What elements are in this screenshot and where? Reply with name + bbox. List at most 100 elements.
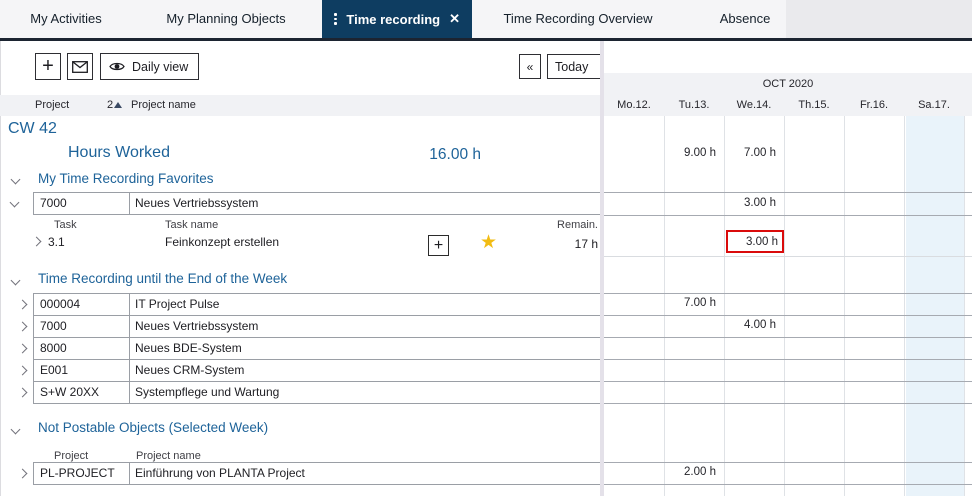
time-recording-app: My Activities My Planning Objects Time r… bbox=[0, 0, 972, 496]
hours-worked-label: Hours Worked bbox=[68, 144, 170, 162]
collapse-project-7000-icon[interactable] bbox=[10, 198, 20, 208]
collapse-week-section-icon[interactable] bbox=[11, 276, 21, 286]
project-row[interactable]: 8000 Neues BDE-System bbox=[33, 337, 601, 360]
tabbar-spacer bbox=[786, 0, 972, 38]
pl-project-cell-tu[interactable]: 2.00 h bbox=[660, 466, 720, 478]
grid-hline bbox=[604, 381, 972, 382]
calendar-week-label: CW 42 bbox=[8, 120, 57, 138]
project-000004-cell-tu[interactable]: 7.00 h bbox=[660, 297, 720, 309]
sort-indicator[interactable]: 2 bbox=[107, 99, 122, 111]
hours-worked-cell-tu[interactable]: 9.00 h bbox=[660, 147, 720, 159]
project-name-column-header: Project name bbox=[136, 450, 201, 462]
project-row[interactable]: E001 Neues CRM-System bbox=[33, 359, 601, 382]
project-id-cell[interactable]: 7000 bbox=[40, 196, 67, 210]
expand-project-icon[interactable] bbox=[18, 344, 28, 354]
expand-project-icon[interactable] bbox=[18, 388, 28, 398]
previous-period-button[interactable]: « bbox=[519, 54, 541, 79]
section-title-week-recording: Time Recording until the End of the Week bbox=[38, 271, 287, 286]
project-name-cell[interactable]: Systempflege und Wartung bbox=[135, 385, 279, 399]
today-button[interactable]: Today bbox=[547, 54, 602, 79]
collapse-favorites-icon[interactable] bbox=[11, 175, 21, 185]
cell-divider bbox=[129, 316, 130, 337]
envelope-icon bbox=[72, 61, 88, 73]
project-id-cell[interactable]: S+W 20XX bbox=[40, 385, 99, 399]
tab-time-recording[interactable]: Time recording ✕ bbox=[322, 0, 472, 38]
today-label: Today bbox=[555, 60, 588, 74]
day-header-sa17[interactable]: Sa.17. bbox=[904, 99, 964, 111]
pane-divider[interactable] bbox=[600, 41, 604, 496]
column-header-project[interactable]: Project bbox=[35, 99, 69, 111]
weekend-column-background bbox=[906, 116, 964, 496]
grid-hline bbox=[604, 215, 972, 216]
expand-project-icon[interactable] bbox=[18, 469, 28, 479]
section-title-favorites: My Time Recording Favorites bbox=[38, 171, 214, 186]
project-name-cell[interactable]: Neues BDE-System bbox=[135, 341, 242, 355]
expand-project-icon[interactable] bbox=[18, 322, 28, 332]
expand-task-icon[interactable] bbox=[32, 237, 42, 247]
project-id-cell[interactable]: 8000 bbox=[40, 341, 67, 355]
project-name-cell[interactable]: Neues CRM-System bbox=[135, 363, 244, 377]
grid-hline bbox=[604, 256, 972, 257]
daily-view-button[interactable]: Daily view bbox=[100, 53, 199, 80]
project-row-favorite-7000[interactable]: 7000 Neues Vertriebssystem bbox=[33, 192, 601, 215]
favorite-7000-cell-we[interactable]: 3.00 h bbox=[720, 197, 780, 209]
project-id-cell[interactable]: PL-PROJECT bbox=[40, 466, 115, 480]
grid-vline bbox=[844, 116, 845, 496]
project-id-cell[interactable]: E001 bbox=[40, 363, 68, 377]
project-name-cell[interactable]: Einführung von PLANTA Project bbox=[135, 466, 305, 480]
tab-label: Time recording bbox=[346, 12, 440, 27]
project-row[interactable]: S+W 20XX Systempflege und Wartung bbox=[33, 381, 601, 404]
project-name-cell[interactable]: Neues Vertriebssystem bbox=[135, 196, 258, 210]
grid-hline bbox=[604, 337, 972, 338]
add-button[interactable]: + bbox=[35, 53, 61, 80]
close-tab-icon[interactable]: ✕ bbox=[449, 11, 460, 27]
section-title-not-postable: Not Postable Objects (Selected Week) bbox=[38, 420, 268, 435]
menu-icon[interactable] bbox=[334, 13, 337, 25]
task-name-cell[interactable]: Feinkonzept erstellen bbox=[165, 235, 279, 249]
selected-hours-cell-we[interactable]: 3.00 h bbox=[726, 230, 784, 253]
plus-icon: + bbox=[42, 55, 54, 78]
column-header-project-name[interactable]: Project name bbox=[131, 99, 196, 111]
cell-divider bbox=[129, 382, 130, 403]
day-header-fr16[interactable]: Fr.16. bbox=[844, 99, 904, 111]
collapse-not-postable-icon[interactable] bbox=[11, 425, 21, 435]
eye-icon bbox=[109, 61, 125, 72]
grid-vline bbox=[904, 116, 905, 496]
project-row[interactable]: 000004 IT Project Pulse bbox=[33, 293, 601, 316]
tab-my-planning-objects[interactable]: My Planning Objects bbox=[140, 0, 312, 38]
expand-project-icon[interactable] bbox=[18, 300, 28, 310]
cell-divider bbox=[129, 338, 130, 359]
project-column-header: Project bbox=[54, 450, 88, 462]
day-header-mo12[interactable]: Mo.12. bbox=[604, 99, 664, 111]
tab-time-recording-overview[interactable]: Time Recording Overview bbox=[490, 0, 666, 38]
day-header-we14[interactable]: We.14. bbox=[724, 99, 784, 111]
task-id-cell[interactable]: 3.1 bbox=[48, 235, 65, 249]
add-booking-button[interactable]: + bbox=[428, 235, 449, 256]
tab-absence[interactable]: Absence bbox=[700, 0, 790, 38]
send-message-button[interactable] bbox=[67, 53, 93, 80]
grid-vline bbox=[964, 116, 965, 496]
expand-project-icon[interactable] bbox=[18, 366, 28, 376]
remaining-hours-value: 17 h bbox=[540, 237, 598, 251]
cell-divider bbox=[129, 193, 130, 214]
month-label: OCT 2020 bbox=[604, 78, 972, 90]
project-id-cell[interactable]: 000004 bbox=[40, 297, 80, 311]
sort-order-value: 2 bbox=[107, 99, 113, 111]
cell-divider bbox=[129, 360, 130, 381]
tab-my-activities[interactable]: My Activities bbox=[0, 0, 132, 38]
project-name-cell[interactable]: Neues Vertriebssystem bbox=[135, 319, 258, 333]
day-header-th15[interactable]: Th.15. bbox=[784, 99, 844, 111]
project-name-cell[interactable]: IT Project Pulse bbox=[135, 297, 219, 311]
grid-hline bbox=[604, 192, 972, 193]
grid-hline bbox=[604, 484, 972, 485]
project-7000-cell-we[interactable]: 4.00 h bbox=[720, 319, 780, 331]
project-row[interactable]: 7000 Neues Vertriebssystem bbox=[33, 315, 601, 338]
hours-worked-cell-we[interactable]: 7.00 h bbox=[720, 147, 780, 159]
favorite-star-icon[interactable]: ★ bbox=[480, 231, 497, 254]
cell-divider bbox=[129, 294, 130, 315]
task-name-column-header: Task name bbox=[165, 219, 218, 231]
grid-vline bbox=[784, 116, 785, 496]
day-header-tu13[interactable]: Tu.13. bbox=[664, 99, 724, 111]
project-row-pl-project[interactable]: PL-PROJECT Einführung von PLANTA Project bbox=[33, 462, 601, 485]
project-id-cell[interactable]: 7000 bbox=[40, 319, 67, 333]
